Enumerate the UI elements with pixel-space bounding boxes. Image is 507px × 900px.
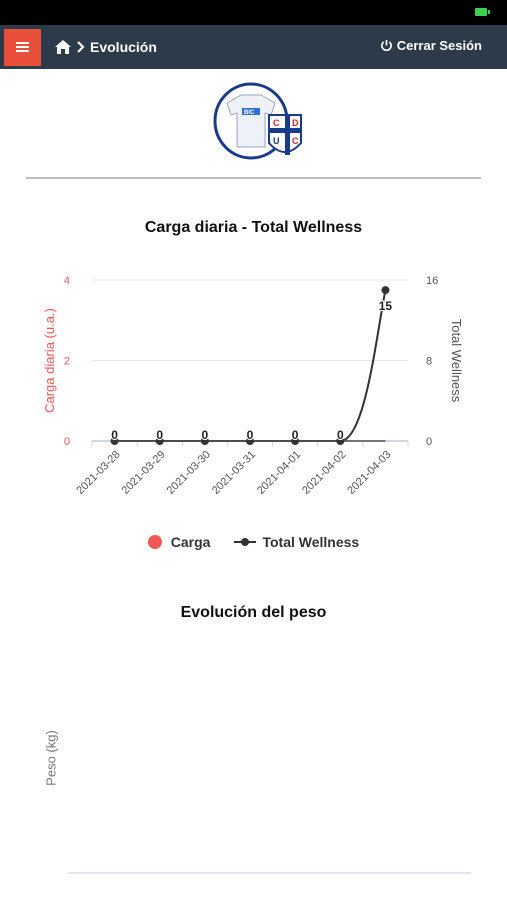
legend-wellness-marker <box>234 538 257 546</box>
y2-axis-title: Total Wellness <box>449 319 464 403</box>
wellness-data-label: 0 <box>156 428 163 442</box>
power-icon <box>380 39 392 52</box>
breadcrumb: Evolución <box>54 38 157 56</box>
svg-text:U: U <box>273 136 280 146</box>
carga-data-label: 0 <box>111 428 118 442</box>
wellness-data-label: 0 <box>337 428 344 442</box>
x-tick-label: 2021-03-29 <box>120 449 168 497</box>
wellness-data-label: 0 <box>247 428 254 442</box>
wellness-line <box>114 289 387 442</box>
y-tick-label: 4 <box>64 275 70 287</box>
battery-icon <box>475 8 490 16</box>
chart2-x-axis <box>68 872 471 874</box>
wellness-point <box>155 437 164 445</box>
home-icon[interactable] <box>54 39 72 55</box>
y-axis-title: Carga diaria (u.a.) <box>42 308 57 413</box>
hamburger-icon <box>16 42 29 44</box>
carga-wellness-chart: 0 2 4 0 8 16 Carga diaria (u.a.) Total Wellness… <box>42 275 464 497</box>
legend-carga[interactable]: Carga <box>147 534 211 550</box>
hamburger-icon-bar <box>16 46 29 48</box>
carga-data-label: 0 <box>202 428 209 442</box>
legend-carga-marker <box>147 535 162 549</box>
wellness-point <box>246 437 254 445</box>
chart1-legend: Carga Total Wellness <box>0 534 507 550</box>
svg-text:BIC: BIC <box>244 110 255 116</box>
hamburger-icon-bar <box>16 50 29 52</box>
wellness-point <box>110 437 119 445</box>
breadcrumb-current: Evolución <box>90 39 157 55</box>
team-logo: BIC C D U C <box>213 81 313 172</box>
wellness-point <box>200 437 209 445</box>
y2-tick-label: 16 <box>426 275 438 287</box>
chart2-ylabel: Peso (kg) <box>43 730 59 786</box>
x-tick-label: 2021-04-01 <box>255 449 303 497</box>
status-bar <box>0 0 507 25</box>
wellness-data-label: 0 <box>202 428 209 442</box>
svg-text:D: D <box>292 118 299 128</box>
menu-button[interactable] <box>4 29 41 66</box>
y-tick-label: 0 <box>64 436 70 448</box>
x-tick-label: 2021-03-28 <box>74 449 122 497</box>
wellness-point <box>381 286 390 295</box>
svg-text:C: C <box>273 118 280 128</box>
wellness-data-label: 0 <box>292 428 299 442</box>
legend-wellness-label: Total Wellness <box>262 534 360 550</box>
x-tick-label: 2021-03-31 <box>210 449 258 497</box>
svg-text:C: C <box>292 136 299 146</box>
legend-total-wellness[interactable]: Total Wellness <box>234 534 359 550</box>
y2-tick-label: 8 <box>426 356 432 368</box>
logout-label: Cerrar Sesión <box>396 38 482 53</box>
y-tick-label: 2 <box>64 356 70 368</box>
header-divider <box>26 177 481 179</box>
carga-data-label: 0 <box>247 428 254 442</box>
x-tick-label: 2021-04-03 <box>345 449 393 497</box>
wellness-point <box>291 437 300 445</box>
wellness-point <box>336 437 345 445</box>
carga-data-label: 0 <box>292 428 299 442</box>
chart1-title: Carga diaria - Total Wellness <box>144 219 363 236</box>
carga-data-label: 0 <box>156 428 163 442</box>
logout-button[interactable]: Cerrar Sesión <box>380 38 482 53</box>
carga-data-label: 0 <box>337 428 344 442</box>
x-tick-label: 2021-04-02 <box>300 449 348 497</box>
legend-carga-label: Carga <box>170 534 211 550</box>
wellness-data-label: 0 <box>111 428 118 442</box>
chart2-title: Evolución del peso <box>180 604 327 621</box>
y2-tick-label: 0 <box>426 436 432 448</box>
top-navbar: Evolución Cerrar Sesión <box>0 25 507 69</box>
x-tick-label: 2021-03-30 <box>165 449 213 497</box>
wellness-data-label: 15 <box>379 299 393 313</box>
chevron-right-icon <box>77 41 85 53</box>
